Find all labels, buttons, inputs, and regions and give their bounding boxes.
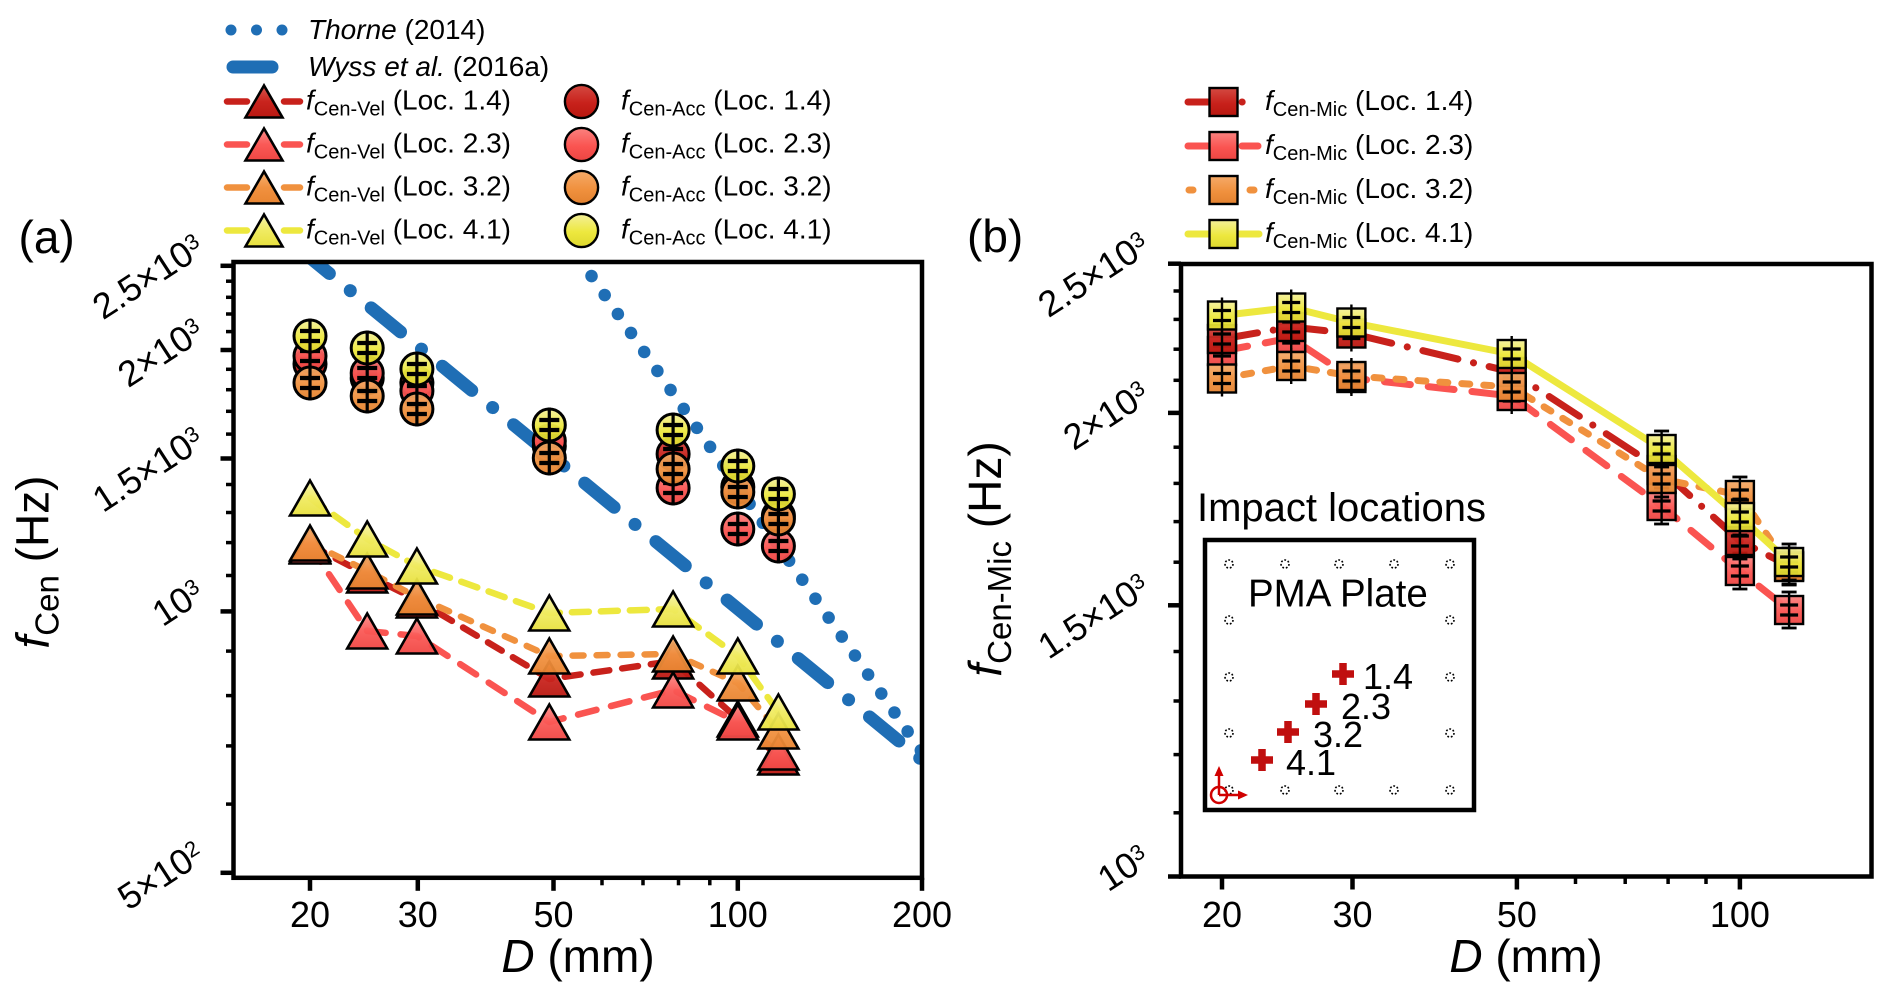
svg-text:100: 100 <box>1710 894 1770 935</box>
svg-text:D (mm): D (mm) <box>1449 930 1602 982</box>
svg-text:50: 50 <box>1497 894 1537 935</box>
svg-text:fCen (Hz): fCen (Hz) <box>7 476 66 649</box>
svg-text:fCen-Vel (Loc. 2.3): fCen-Vel (Loc. 2.3) <box>306 128 511 164</box>
svg-text:fCen-Acc (Loc. 2.3): fCen-Acc (Loc. 2.3) <box>621 128 832 164</box>
svg-text:fCen-Acc (Loc. 4.1): fCen-Acc (Loc. 4.1) <box>621 214 832 250</box>
svg-text:30: 30 <box>398 894 438 935</box>
svg-text:30: 30 <box>1332 894 1372 935</box>
svg-text:PMA Plate: PMA Plate <box>1248 573 1428 616</box>
svg-text:fCen-Vel (Loc. 3.2): fCen-Vel (Loc. 3.2) <box>306 171 511 207</box>
svg-text:4.1: 4.1 <box>1286 742 1336 783</box>
svg-text:20: 20 <box>1202 894 1242 935</box>
svg-text:fCen-Mic (Loc. 2.3): fCen-Mic (Loc. 2.3) <box>1265 129 1473 165</box>
svg-text:1.4: 1.4 <box>1363 656 1413 697</box>
svg-text:fCen-Acc (Loc. 1.4): fCen-Acc (Loc. 1.4) <box>621 85 832 121</box>
svg-text:3.2: 3.2 <box>1313 714 1363 755</box>
svg-text:Impact locations: Impact locations <box>1197 486 1486 530</box>
svg-text:2.3: 2.3 <box>1341 686 1391 727</box>
svg-text:fCen-Vel (Loc. 4.1): fCen-Vel (Loc. 4.1) <box>306 214 511 250</box>
svg-text:100: 100 <box>708 894 768 935</box>
svg-text:Wyss et al. (2016a): Wyss et al. (2016a) <box>308 51 549 82</box>
svg-text:fCen-Mic (Loc. 4.1): fCen-Mic (Loc. 4.1) <box>1265 217 1473 253</box>
svg-text:fCen-Acc (Loc. 3.2): fCen-Acc (Loc. 3.2) <box>621 171 832 207</box>
svg-text:(b): (b) <box>967 210 1023 262</box>
svg-text:200: 200 <box>892 894 952 935</box>
svg-text:fCen-Mic (Hz): fCen-Mic (Hz) <box>959 441 1018 676</box>
svg-text:fCen-Mic (Loc. 3.2): fCen-Mic (Loc. 3.2) <box>1265 173 1473 209</box>
svg-text:20: 20 <box>290 894 330 935</box>
svg-text:(a): (a) <box>19 211 75 263</box>
svg-text:Thorne (2014): Thorne (2014) <box>308 14 485 45</box>
svg-text:fCen-Mic (Loc. 1.4): fCen-Mic (Loc. 1.4) <box>1265 85 1473 121</box>
svg-text:fCen-Vel (Loc. 1.4): fCen-Vel (Loc. 1.4) <box>306 85 511 121</box>
svg-text:50: 50 <box>533 894 573 935</box>
svg-text:D (mm): D (mm) <box>501 930 654 982</box>
